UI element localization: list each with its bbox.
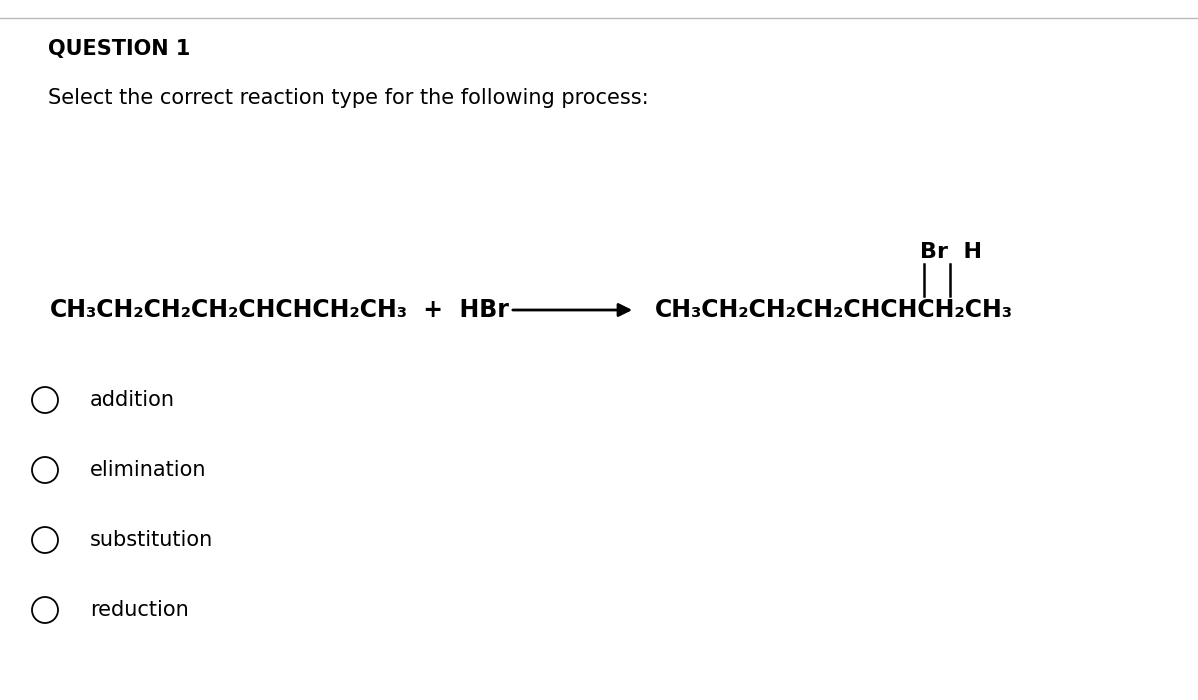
- Text: +  HBr: + HBr: [415, 298, 509, 322]
- Text: substitution: substitution: [90, 530, 213, 550]
- Text: QUESTION 1: QUESTION 1: [48, 38, 190, 59]
- Text: Br  H: Br H: [920, 242, 982, 262]
- Text: addition: addition: [90, 390, 175, 410]
- Text: elimination: elimination: [90, 460, 206, 480]
- Text: Select the correct reaction type for the following process:: Select the correct reaction type for the…: [48, 88, 648, 108]
- Text: CH₃CH₂CH₂CH₂CHCHCH₂CH₃: CH₃CH₂CH₂CH₂CHCHCH₂CH₃: [655, 298, 1014, 322]
- Text: reduction: reduction: [90, 600, 189, 620]
- Text: CH₃CH₂CH₂CH₂CHCHCH₂CH₃: CH₃CH₂CH₂CH₂CHCHCH₂CH₃: [50, 298, 409, 322]
